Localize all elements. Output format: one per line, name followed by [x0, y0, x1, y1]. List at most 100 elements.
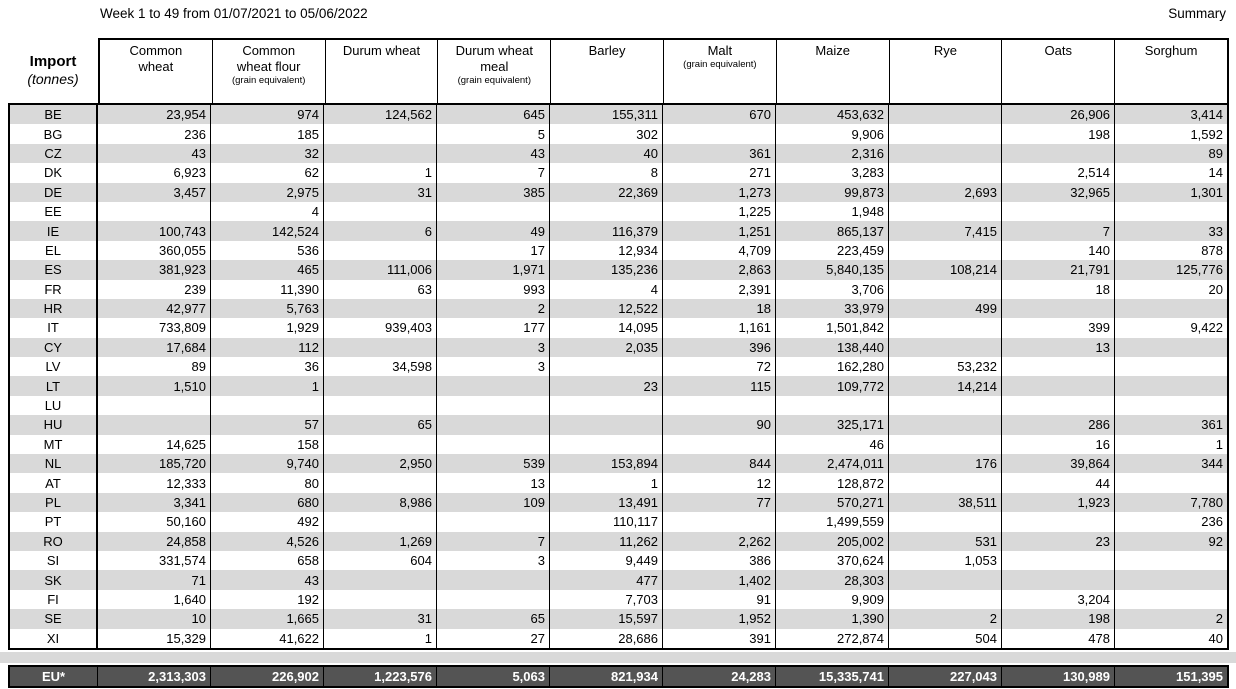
corner-title: Import: [29, 53, 77, 70]
value-cell: 645: [437, 105, 550, 125]
value-cell: 110,117: [550, 512, 663, 532]
value-cell: 844: [663, 454, 776, 474]
eu-total-value: 226,902: [211, 666, 324, 686]
eu-total-value: 15,335,741: [776, 666, 889, 686]
value-cell: 8: [550, 163, 663, 183]
table-row-ie: IE 100,743 142,524 6 49 116,379 1,251 865,137 7,…: [10, 221, 1227, 241]
country-code: SK: [10, 570, 98, 590]
column-label: Durum wheat: [342, 43, 421, 58]
value-cell: [437, 395, 550, 416]
eu-total-value: 227,043: [889, 666, 1002, 686]
value-cell: 112: [211, 337, 324, 358]
value-cell: [1002, 143, 1115, 164]
country-code: PT: [10, 512, 98, 532]
value-cell: [663, 512, 776, 532]
value-cell: [324, 570, 437, 590]
value-cell: 302: [550, 124, 663, 144]
table-body: BE 23,954 974 124,562 645 155,311 670 453,632 26…: [8, 105, 1229, 650]
country-code: NL: [10, 454, 98, 474]
value-cell: 492: [211, 512, 324, 532]
value-cell: 1,510: [98, 376, 211, 396]
value-cell: 536: [211, 240, 324, 261]
table-row-fi: FI 1,640 192 7,703 91 9,909 3,204: [10, 589, 1227, 610]
value-cell: [550, 357, 663, 377]
corner-subtitle: (tonnes): [27, 71, 79, 87]
value-cell: 733,809: [98, 318, 211, 338]
table-row-lu: LU: [10, 395, 1227, 416]
value-cell: 14,625: [98, 434, 211, 455]
value-cell: 155,311: [550, 105, 663, 125]
column-header-rye: Rye: [890, 40, 1003, 103]
value-cell: 331,574: [98, 550, 211, 571]
value-cell: 1: [324, 628, 437, 648]
country-code: DE: [10, 182, 98, 202]
column-headers: Common wheat Common wheat flour (grain equ…: [98, 38, 1229, 105]
value-cell: [889, 473, 1002, 493]
table-row-lt: LT 1,510 1 23 115 109,772 14,214: [10, 376, 1227, 396]
value-cell: 381,923: [98, 260, 211, 280]
value-cell: 124,562: [324, 105, 437, 125]
value-cell: 44: [1002, 473, 1115, 493]
value-cell: 18: [663, 298, 776, 319]
column-header-durum-wheat-meal: Durum wheat meal (grain equivalent): [438, 40, 552, 103]
value-cell: [1002, 201, 1115, 222]
country-code: PL: [10, 492, 98, 513]
value-cell: 53,232: [889, 357, 1002, 377]
value-cell: 21,791: [1002, 260, 1115, 280]
value-cell: 3,341: [98, 492, 211, 513]
value-cell: [550, 415, 663, 435]
table-row-cz: CZ 43 32 43 40 361 2,316 89: [10, 143, 1227, 164]
table-row-pl: PL 3,341 680 8,986 109 13,491 77 570,271 38,511 1…: [10, 492, 1227, 513]
value-cell: 2: [437, 298, 550, 319]
column-header-oats: Oats: [1002, 40, 1116, 103]
table-header-row: Import (tonnes) Common wheat Common wheat…: [8, 38, 1229, 105]
value-cell: 89: [98, 357, 211, 377]
country-code: XI: [10, 628, 98, 648]
spacer: [0, 662, 1236, 665]
value-cell: 128,872: [776, 473, 889, 493]
value-cell: [324, 298, 437, 319]
value-cell: 865,137: [776, 221, 889, 241]
country-code: LV: [10, 357, 98, 377]
value-cell: [437, 570, 550, 590]
value-cell: [889, 201, 1002, 222]
value-cell: 12: [663, 473, 776, 493]
eu-total-value: 5,063: [437, 666, 550, 686]
gray-band: [0, 651, 1236, 663]
value-cell: 28,303: [776, 570, 889, 590]
value-cell: 43: [437, 143, 550, 164]
table-row-pt: PT 50,160 492 110,117 1,499,559 236: [10, 512, 1227, 532]
value-cell: [776, 395, 889, 416]
country-code: SI: [10, 550, 98, 571]
country-code: SE: [10, 609, 98, 629]
column-label: Oats: [1044, 43, 1072, 58]
eu-total-row: EU* 2,313,303 226,902 1,223,576 5,063 821,934…: [8, 664, 1229, 688]
value-cell: [1002, 395, 1115, 416]
value-cell: 91: [663, 589, 776, 610]
value-cell: 185,720: [98, 454, 211, 474]
column-header-maize: Maize: [777, 40, 890, 103]
value-cell: 1,161: [663, 318, 776, 338]
value-cell: 72: [663, 357, 776, 377]
value-cell: 13,491: [550, 492, 663, 513]
country-code: BG: [10, 124, 98, 144]
country-code: CY: [10, 337, 98, 358]
page-title: Week 1 to 49 from 01/07/2021 to 05/06/20…: [100, 6, 368, 21]
value-cell: 111,006: [324, 260, 437, 280]
column-label: Common wheat: [129, 43, 183, 74]
value-cell: 12,934: [550, 240, 663, 261]
value-cell: 65: [324, 415, 437, 435]
column-sublabel: (grain equivalent): [231, 75, 306, 86]
value-cell: 109,772: [776, 376, 889, 396]
value-cell: 108,214: [889, 260, 1002, 280]
value-cell: 16: [1002, 434, 1115, 455]
value-cell: 1,225: [663, 201, 776, 222]
value-cell: 198: [1002, 124, 1115, 144]
value-cell: 499: [889, 298, 1002, 319]
column-label: Rye: [933, 43, 958, 58]
value-cell: 26,906: [1002, 105, 1115, 125]
value-cell: 205,002: [776, 531, 889, 551]
value-cell: [1115, 590, 1227, 609]
value-cell: [889, 163, 1002, 183]
value-cell: 9,740: [211, 454, 324, 474]
